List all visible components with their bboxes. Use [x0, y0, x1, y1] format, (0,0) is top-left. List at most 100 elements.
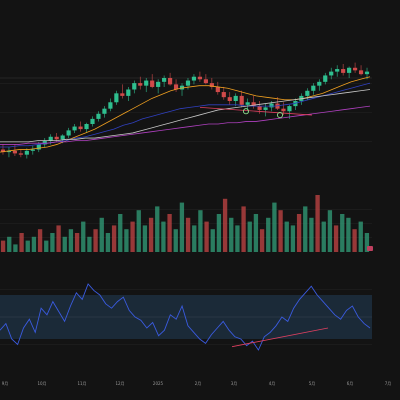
candle-body	[144, 80, 149, 86]
candle-body	[215, 86, 220, 93]
price-trendline	[199, 106, 313, 116]
candle-body	[138, 83, 143, 86]
x-axis-tick-label: 11月	[77, 381, 86, 386]
volume-bar	[204, 221, 209, 252]
candle-body	[42, 140, 47, 145]
candle-body	[24, 150, 29, 155]
candle-body	[108, 102, 113, 109]
candle-body	[30, 149, 35, 151]
candle-body	[72, 126, 77, 131]
volume-bar	[44, 240, 49, 252]
volume-bar	[31, 236, 37, 252]
volume-bar	[346, 217, 351, 252]
volume-bar	[315, 195, 320, 252]
volume-bar	[216, 214, 222, 252]
volume-bar	[37, 229, 43, 252]
x-axis-tick-label: 2025	[153, 381, 164, 386]
volume-bar	[142, 225, 148, 252]
x-axis-tick-label: 5月	[309, 381, 316, 386]
x-axis-tick-label: 6月	[347, 381, 354, 386]
volume-bar	[105, 233, 111, 252]
volume-bar	[352, 229, 357, 252]
volume-bar	[173, 229, 178, 252]
volume-bar	[56, 225, 61, 252]
candle-body	[227, 97, 232, 101]
candle-body	[162, 78, 167, 82]
moving-average-line	[0, 76, 371, 153]
x-axis-tick-label: 4月	[269, 381, 276, 386]
volume-bar	[284, 221, 289, 252]
volume-bar	[229, 217, 234, 252]
volume-bar	[155, 206, 160, 252]
candle-body	[221, 92, 226, 98]
volume-bar	[0, 240, 6, 252]
volume-bar	[167, 214, 172, 252]
volume-bar	[309, 217, 314, 252]
volume-bar	[235, 225, 240, 252]
volume-bar	[25, 240, 30, 252]
volume-bar	[74, 233, 80, 252]
candle-body	[281, 108, 286, 112]
candle-body	[335, 69, 340, 72]
rsi-line	[0, 283, 371, 351]
candle-body	[347, 67, 352, 73]
candle-body	[54, 136, 59, 140]
moving-average-line	[0, 89, 371, 143]
candle-body	[358, 70, 364, 75]
candle-body	[305, 90, 310, 96]
volume-bar	[210, 229, 215, 252]
volume-badge	[367, 246, 373, 251]
candle-body	[156, 81, 161, 87]
moving-average-line	[0, 82, 371, 148]
volume-bar	[19, 233, 24, 252]
volume-bar	[364, 233, 370, 252]
candle-body	[84, 124, 89, 130]
candle-body	[102, 108, 107, 114]
candle-body	[287, 106, 292, 112]
volume-bar	[99, 217, 104, 252]
candle-body	[0, 149, 6, 153]
candle-body	[263, 107, 268, 110]
divergence-marker	[242, 108, 250, 115]
candle-body	[120, 93, 125, 96]
volume-bar	[340, 214, 345, 252]
volume-bar	[241, 206, 246, 252]
x-axis-tick-label: 10月	[37, 381, 46, 386]
candle-body	[317, 81, 322, 86]
volume-bar	[192, 225, 197, 252]
volume-bar	[62, 236, 67, 252]
volume-bar	[290, 225, 296, 252]
volume-bar	[93, 229, 98, 252]
volume-bar	[272, 202, 277, 252]
volume-bar	[333, 225, 339, 252]
candle-body	[311, 85, 316, 91]
rsi-trendline	[231, 327, 329, 348]
candle-body	[12, 150, 18, 154]
candle-body	[48, 136, 53, 141]
volume-bar	[222, 198, 228, 252]
volume-bar	[87, 236, 92, 252]
volume-bar	[266, 217, 271, 252]
x-axis-tick-label: 7月	[385, 381, 392, 386]
candle-body	[150, 80, 155, 87]
volume-bar	[278, 210, 283, 252]
candle-body	[233, 95, 238, 101]
candle-body	[60, 135, 65, 140]
candle-body	[173, 84, 179, 90]
candle-body	[323, 75, 328, 82]
candle-body	[185, 80, 191, 86]
volume-bar	[327, 210, 333, 252]
candle-body	[209, 83, 214, 87]
volume-bar	[13, 244, 18, 252]
x-axis-tick-label: 2月	[195, 381, 202, 386]
volume-bar	[148, 217, 154, 252]
candle-body	[78, 126, 83, 130]
candle-body	[251, 102, 256, 107]
volume-bar	[118, 214, 123, 252]
volume-bar	[50, 233, 55, 252]
volume-bar	[321, 221, 326, 252]
candle-body	[341, 69, 346, 73]
volume-bar	[247, 221, 252, 252]
